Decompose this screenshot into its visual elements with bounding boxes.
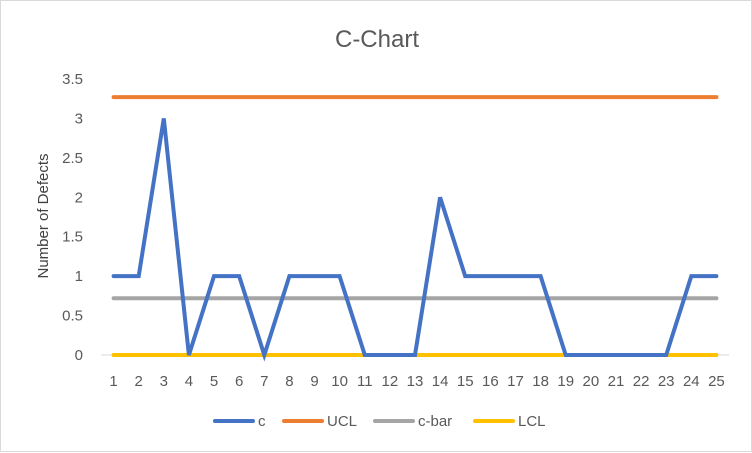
- y-tick-label: 0: [75, 347, 83, 364]
- y-tick-label: 3: [75, 110, 83, 127]
- y-tick-label: 0.5: [62, 308, 83, 325]
- x-tick-label: 22: [633, 373, 650, 390]
- x-tick-label: 13: [407, 373, 424, 390]
- x-tick-label: 17: [507, 373, 524, 390]
- y-tick-label: 3.5: [62, 71, 83, 88]
- x-tick-label: 5: [210, 373, 218, 390]
- x-tick-label: 16: [482, 373, 499, 390]
- x-tick-label: 3: [160, 373, 168, 390]
- x-tick-label: 4: [185, 373, 193, 390]
- x-axis-ticks: 1 2 3 4 5 6 7 8 9 10 11 12 13 14 15 16 17 18 19 20 21 22 23 24 2…: [109, 373, 724, 390]
- x-tick-label: 11: [357, 373, 373, 390]
- x-tick-label: 9: [310, 373, 318, 390]
- y-axis-title: Number of Defects: [35, 153, 52, 278]
- x-tick-label: 19: [557, 373, 574, 390]
- x-tick-label: 6: [235, 373, 243, 390]
- x-tick-label: 7: [260, 373, 268, 390]
- series-lines: [111, 95, 719, 362]
- chart-title: C-Chart: [335, 26, 419, 53]
- legend-label-lcl: LCL: [518, 413, 546, 430]
- legend-label-ucl: UCL: [327, 413, 357, 430]
- y-tick-label: 1.5: [62, 229, 83, 246]
- y-tick-label: 2.5: [62, 150, 83, 167]
- x-tick-label: 23: [658, 373, 675, 390]
- x-tick-label: 24: [683, 373, 700, 390]
- x-tick-label: 2: [135, 373, 143, 390]
- x-tick-label: 21: [608, 373, 625, 390]
- x-tick-label: 10: [331, 373, 348, 390]
- y-tick-label: 1: [75, 268, 83, 285]
- x-tick-label: 14: [432, 373, 449, 390]
- legend-label-c: c: [258, 413, 266, 430]
- x-tick-label: 15: [457, 373, 474, 390]
- y-tick-label: 2: [75, 189, 83, 206]
- legend: c UCL c-bar LCL: [213, 413, 546, 430]
- x-tick-label: 25: [708, 373, 725, 390]
- x-tick-label: 8: [285, 373, 293, 390]
- x-tick-label: 12: [382, 373, 399, 390]
- series-line-c: [111, 118, 719, 362]
- x-tick-label: 1: [109, 373, 117, 390]
- legend-label-c-bar: c-bar: [418, 413, 452, 430]
- x-tick-label: 18: [532, 373, 549, 390]
- y-axis-ticks: 0 0.5 1 1.5 2 2.5 3 3.5: [62, 71, 83, 364]
- x-tick-label: 20: [582, 373, 599, 390]
